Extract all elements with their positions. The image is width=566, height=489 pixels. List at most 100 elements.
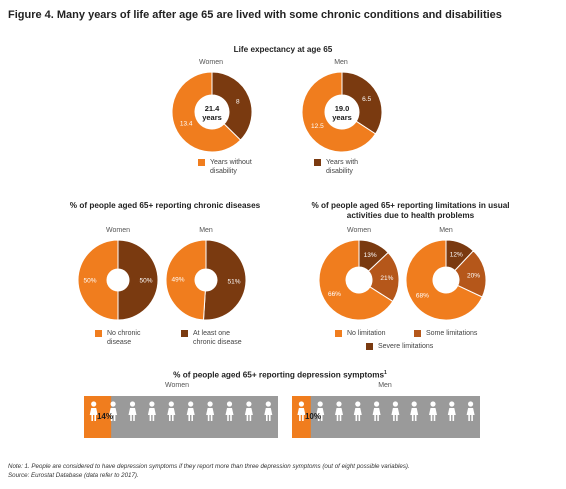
person-icon	[447, 401, 456, 421]
cd-legend-yes: At least one chronic disease	[181, 329, 261, 347]
slice-no-limitation	[318, 239, 394, 321]
le-legend-without: Years without disability	[198, 158, 268, 176]
le-men-center-value: 19.0	[334, 104, 350, 113]
cd-legend-no: No chronic disease	[95, 329, 165, 347]
swatch-orange	[95, 330, 102, 337]
le-legend-without-text: Years without disability	[210, 159, 252, 175]
lim-women-label: Women	[347, 227, 371, 234]
lim-legend-severe-text: Severe limitations	[378, 343, 434, 350]
lim-legend-some-text: Some limitations	[426, 330, 478, 337]
le-women-center: 21.4 years	[198, 104, 226, 122]
le-men-donut: 6.5 12.5	[301, 71, 383, 153]
person-icon	[244, 401, 253, 421]
depression-bar-fill	[292, 396, 311, 438]
person-icon	[372, 401, 381, 421]
person-icon	[391, 401, 400, 421]
person-icon	[128, 401, 137, 421]
person-icon	[410, 401, 419, 421]
cd-legend-yes-text: At least one chronic disease	[193, 330, 242, 346]
swatch-brown	[366, 343, 373, 350]
lim-legend-no-text: No limitation	[347, 330, 386, 337]
cd-men-donut: 51% 49%	[165, 239, 247, 321]
slice-years-without-disability	[301, 71, 377, 153]
lim-legend-no: No limitation	[335, 329, 405, 338]
slice-label: 51%	[227, 278, 240, 285]
depression-title-sup: 1	[384, 370, 387, 376]
slice-label: 8	[236, 99, 240, 106]
person-icon	[109, 401, 118, 421]
person-icon	[353, 401, 362, 421]
swatch-orange	[198, 159, 205, 166]
dep-men-label: Men	[378, 382, 392, 389]
depression-value: 10%	[305, 412, 321, 421]
slice-label: 12%	[450, 251, 463, 258]
dep-women-bar: 14%	[84, 396, 278, 438]
depression-value: 14%	[97, 412, 113, 421]
slice-some-limitations	[367, 251, 400, 303]
limitations-title: % of people aged 65+ reporting limitatio…	[311, 201, 510, 220]
figure-title: Figure 4. Many years of life after age 6…	[8, 9, 502, 21]
slice-label: 13.4	[180, 120, 193, 127]
le-men-center: 19.0 years	[328, 104, 356, 122]
le-women-center-value: 21.4	[204, 104, 220, 113]
lim-women-donut: 13% 21% 66%	[318, 239, 400, 321]
person-icon	[316, 401, 325, 421]
swatch-brown	[314, 159, 321, 166]
depression-title: % of people aged 65+ reporting depressio…	[150, 370, 410, 380]
depression-bar-fill	[84, 396, 112, 438]
le-women-label: Women	[199, 59, 223, 66]
cd-women-donut: 50% 50%	[77, 239, 159, 321]
slice-no-chronic-disease	[165, 239, 207, 321]
person-icon	[186, 401, 195, 421]
slice-years-without-disability	[171, 71, 242, 153]
person-icon	[206, 401, 215, 421]
slice-label: 13%	[364, 252, 377, 259]
slice-no-chronic-disease	[77, 239, 119, 321]
swatch-orange	[335, 330, 342, 337]
life-expectancy-title: Life expectancy at age 65	[233, 45, 333, 54]
slice-label: 50%	[139, 278, 152, 285]
person-icon	[167, 401, 176, 421]
le-women-donut: 813.4	[171, 71, 253, 153]
cd-women-label: Women	[106, 227, 130, 234]
person-icon	[225, 401, 234, 421]
lim-men-label: Men	[439, 227, 453, 234]
dep-men-bar: 10%	[292, 396, 480, 438]
le-legend-with-text: Years with disability	[326, 159, 359, 175]
slice-label: 50%	[83, 278, 96, 285]
slice-years-with-disability	[341, 71, 383, 135]
depression-bar-bg	[292, 396, 480, 438]
depression-bar-bg	[84, 396, 278, 438]
slice-label: 66%	[328, 291, 341, 298]
swatch-brown	[181, 330, 188, 337]
le-men-label: Men	[334, 59, 348, 66]
person-icon	[264, 401, 273, 421]
slice-label: 68%	[416, 293, 429, 300]
person-icon	[335, 401, 343, 421]
slice-at-least-one-chronic-disease	[117, 239, 159, 321]
le-legend-with: Years with disability	[314, 158, 384, 176]
swatch-mid-brown	[414, 330, 421, 337]
slice-at-least-one-chronic-disease	[202, 239, 247, 321]
slice-label: 12.5	[311, 123, 324, 130]
person-icon	[429, 401, 437, 421]
chronic-title: % of people aged 65+ reporting chronic d…	[69, 201, 261, 210]
person-icon	[89, 401, 98, 421]
person-icon	[297, 401, 306, 421]
person-icon	[466, 401, 475, 421]
footnote: Note: 1. People are considered to have d…	[8, 463, 410, 470]
slice-no-limitation	[405, 239, 483, 321]
slice-years-with-disability	[211, 71, 253, 141]
le-women-center-unit: years	[202, 113, 222, 122]
lim-legend-some: Some limitations	[414, 329, 504, 338]
slice-label: 21%	[380, 275, 393, 282]
dep-women-label: Women	[165, 382, 189, 389]
lim-men-donut: 12% 20% 68%	[405, 239, 487, 321]
slice-label: 49%	[172, 277, 185, 284]
depression-title-text: % of people aged 65+ reporting depressio…	[173, 370, 385, 380]
cd-legend-no-text: No chronic disease	[107, 330, 141, 346]
lim-legend-severe: Severe limitations	[366, 342, 456, 351]
source: Source: Eurostat Database (data refer to…	[8, 472, 139, 479]
cd-men-label: Men	[199, 227, 213, 234]
